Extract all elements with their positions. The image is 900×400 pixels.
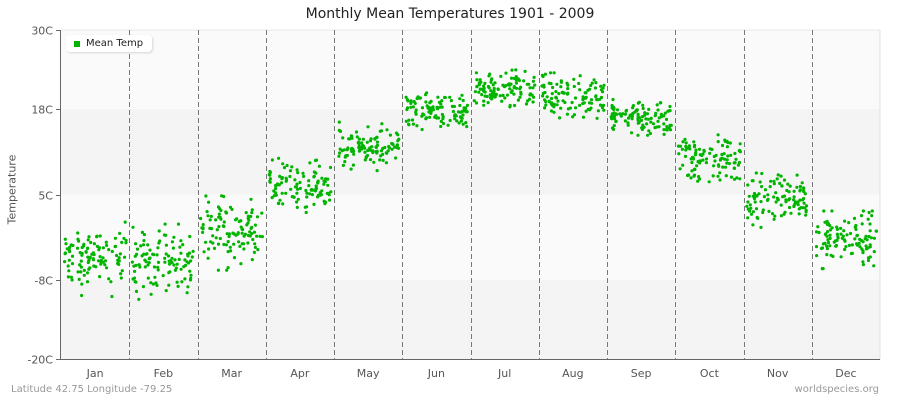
plot-band: [61, 30, 880, 109]
y-tick-label: -8C: [34, 275, 53, 288]
plot-band: [61, 108, 880, 195]
legend-swatch-icon: [74, 40, 80, 47]
x-tick-label: Mar: [221, 367, 242, 380]
x-tick-label: Jan: [86, 367, 104, 380]
plot-band: [61, 280, 880, 359]
x-tick-label: Apr: [290, 367, 310, 380]
data-points: [63, 68, 879, 301]
legend: Mean Temp: [66, 35, 153, 52]
x-tick-label: Dec: [835, 367, 856, 380]
y-tick-label: 5C: [38, 190, 53, 203]
plot-band: [61, 194, 880, 281]
x-tick-label: Jun: [427, 367, 445, 380]
x-tick-label: Sep: [631, 367, 652, 380]
x-tick-label: May: [357, 367, 380, 380]
y-tick-label: 18C: [31, 104, 53, 117]
y-tick-label: -20C: [27, 354, 53, 367]
x-tick-label: Jul: [497, 367, 511, 380]
source-caption: worldspecies.org: [794, 384, 879, 395]
x-tick-label: Oct: [700, 367, 720, 380]
y-tick-label: 30C: [31, 25, 53, 38]
legend-label: Mean Temp: [86, 38, 144, 49]
y-axis-label: Temperature: [5, 154, 19, 225]
x-tick-label: Aug: [562, 367, 583, 380]
location-caption: Latitude 42.75 Longitude -79.25: [11, 384, 173, 395]
x-tick-label: Nov: [767, 367, 789, 380]
chart-title: Monthly Mean Temperatures 1901 - 2009: [305, 6, 595, 22]
x-tick-label: Feb: [154, 367, 173, 380]
